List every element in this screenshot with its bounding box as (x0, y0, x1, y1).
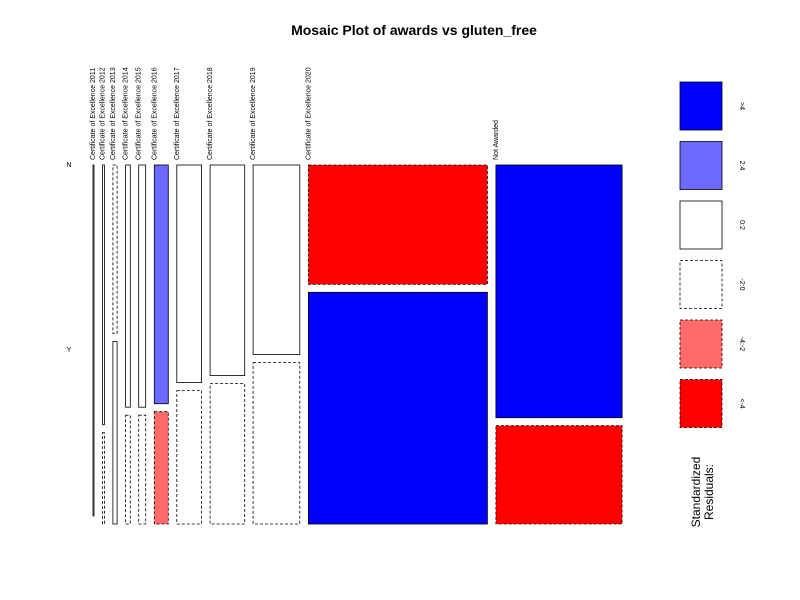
mosaic-cell-certificate-of-excellence-2012-n (102, 164, 105, 426)
legend: >4 2:4 0:2 -2:0 -4:-2 <-4 Standardized Residual… (679, 81, 745, 528)
column-label-certificate-of-excellence-2014: Certificate of Excellence 2014 (123, 67, 130, 160)
mosaic-cell-certificate-of-excellence-2019-y (252, 362, 301, 525)
column-label-certificate-of-excellence-2016: Certificate of Excellence 2016 (151, 67, 158, 160)
legend-swatch-2 (679, 200, 723, 250)
legend-swatch-0 (679, 81, 723, 131)
mosaic-cell-certificate-of-excellence-2020-y (307, 291, 488, 525)
mosaic-cell-certificate-of-excellence-2020-n (307, 164, 488, 285)
legend-title-line-1: Residuals: (702, 464, 716, 520)
column-label-certificate-of-excellence-2017: Certificate of Excellence 2017 (174, 67, 181, 160)
row-label-y: Y (67, 347, 72, 354)
column-labels: Certificate of Excellence 2011 Certificat… (90, 67, 500, 160)
column-label-certificate-of-excellence-2011: Certificate of Excellence 2011 (90, 68, 97, 160)
mosaic-cells (92, 164, 623, 525)
legend-label-5: <-4 (738, 398, 745, 408)
mosaic-cell-certificate-of-excellence-2017-n (176, 164, 203, 384)
legend-label-0: >4 (738, 102, 745, 110)
column-label-certificate-of-excellence-2019: Certificate of Excellence 2019 (250, 67, 257, 160)
legend-swatch-1 (679, 141, 723, 190)
legend-label-1: 2:4 (738, 161, 745, 171)
legend-label-2: 0:2 (738, 220, 745, 230)
mosaic-cell-certificate-of-excellence-2014-y (125, 414, 131, 525)
mosaic-cell-certificate-of-excellence-2013-y (112, 341, 118, 525)
mosaic-cell-certificate-of-excellence-2018-y (209, 383, 246, 525)
mosaic-cell-certificate-of-excellence-2011-n (92, 164, 95, 517)
mosaic-cell-certificate-of-excellence-2012-y (102, 432, 105, 525)
column-label-certificate-of-excellence-2018: Certificate of Excellence 2018 (207, 67, 214, 160)
column-label-not-awarded: Not Awarded (493, 120, 500, 160)
legend-swatch-5 (679, 379, 723, 428)
column-label-certificate-of-excellence-2012: Certificate of Excellence 2012 (100, 67, 107, 160)
mosaic-cell-not-awarded-y (495, 425, 623, 525)
legend-label-4: -4:-2 (738, 337, 745, 352)
mosaic-cell-certificate-of-excellence-2019-n (252, 164, 301, 355)
legend-swatch-4 (679, 319, 723, 369)
legend-swatch-3 (679, 260, 723, 309)
mosaic-cell-certificate-of-excellence-2015-y (138, 414, 147, 525)
row-labels: NY (66, 162, 71, 354)
mosaic-cell-not-awarded-n (495, 164, 623, 419)
row-label-n: N (66, 162, 71, 169)
column-label-certificate-of-excellence-2020: Certificate of Excellence 2020 (305, 67, 312, 160)
column-label-certificate-of-excellence-2013: Certificate of Excellence 2013 (110, 67, 117, 160)
mosaic-cell-certificate-of-excellence-2015-n (138, 164, 147, 408)
mosaic-cell-certificate-of-excellence-2017-y (176, 390, 203, 525)
chart-title: Mosaic Plot of awards vs gluten_free (291, 22, 537, 38)
legend-title-line-0: Standardized (689, 457, 703, 528)
mosaic-cell-certificate-of-excellence-2013-n (112, 164, 118, 334)
mosaic-cell-certificate-of-excellence-2016-n (153, 164, 169, 405)
column-label-certificate-of-excellence-2015: Certificate of Excellence 2015 (136, 67, 143, 160)
mosaic-cell-certificate-of-excellence-2014-n (125, 164, 131, 408)
legend-label-3: -2:0 (738, 278, 745, 290)
mosaic-cell-certificate-of-excellence-2016-y (153, 411, 169, 525)
mosaic-cell-certificate-of-excellence-2018-n (209, 164, 246, 377)
